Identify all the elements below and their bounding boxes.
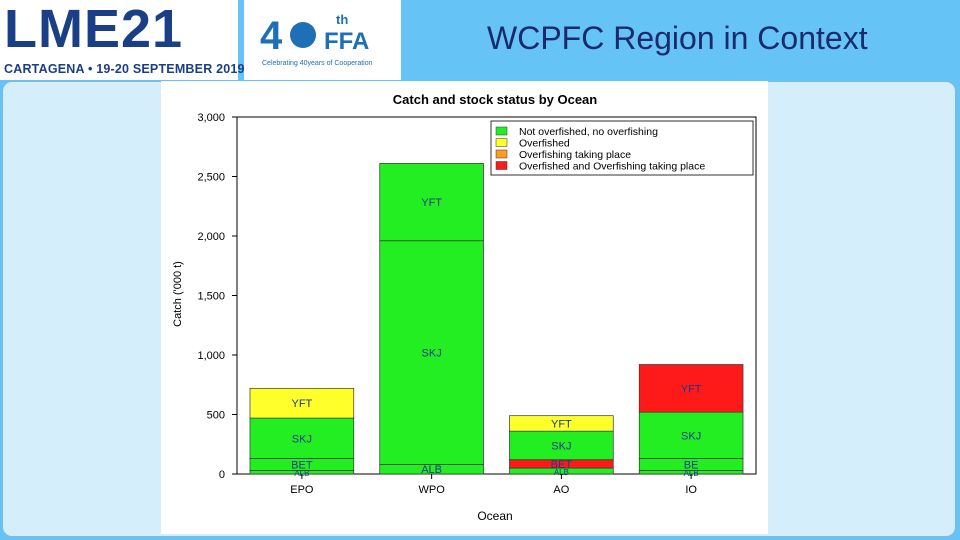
chart-title: Catch and stock status by Ocean	[393, 92, 598, 107]
stacked-bar-chart: Catch and stock status by Ocean Ocean Ca…	[172, 92, 757, 523]
x-tick-label: IO	[685, 484, 697, 496]
x-tick-label: AO	[553, 484, 569, 496]
y-tick-label: 1,500	[197, 291, 225, 303]
bar-segment-label: SKJ	[422, 348, 442, 360]
bar-segment-label: BE	[684, 459, 699, 471]
bar-segment-label: YFT	[681, 383, 702, 395]
legend-box	[490, 120, 754, 176]
ffa-logo-th: th	[336, 12, 349, 27]
bar-segment	[509, 415, 614, 432]
bar-segment-label: SKJ	[292, 433, 312, 445]
bar-segment-label: ALB	[684, 469, 699, 478]
legend-swatch	[495, 138, 508, 147]
bar-segment	[249, 417, 355, 459]
y-tick-label: 0	[219, 469, 225, 481]
lme21-logo: LME21 CARTAGENA • 19-20 SEPTEMBER 2019	[0, 0, 245, 80]
legend-swatch	[495, 149, 508, 159]
bar-segment-label: YFT	[291, 398, 312, 410]
bar-segment-label: ALB	[554, 468, 569, 477]
ffa-logo-forty: 4	[260, 14, 283, 58]
bar-segment-label: ALB	[294, 469, 309, 478]
bar-segment	[379, 163, 484, 242]
globe-icon	[290, 22, 316, 48]
ffa-logo-tagline: Celebrating 40years of Cooperation	[262, 60, 373, 67]
legend-label: Overfishing taking place	[519, 149, 631, 161]
chart-x-axis-label: Ocean	[477, 509, 512, 523]
bar-segment-label: YFT	[551, 418, 572, 430]
y-tick-label: 3,000	[197, 112, 225, 124]
bar-segment-label: YFT	[421, 197, 442, 209]
bar-segment	[249, 387, 355, 419]
y-tick-label: 1,000	[197, 350, 225, 362]
legend-label: Overfished and Overfishing taking place	[519, 161, 705, 173]
ffa-logo: 4 th FFA Celebrating 40years of Cooperat…	[244, 0, 401, 80]
bar-segment-label: BET	[291, 459, 313, 471]
x-tick-label: EPO	[290, 484, 314, 496]
bar-segment-label: SKJ	[681, 430, 701, 442]
bar-segment	[379, 240, 484, 465]
y-tick-label: 500	[207, 410, 225, 422]
x-tick-label: WPO	[418, 484, 445, 496]
bar-segment	[638, 364, 744, 413]
legend-label: Overfished	[519, 138, 570, 150]
y-tick-label: 2,000	[197, 231, 225, 243]
legend-swatch	[495, 161, 508, 170]
legend-swatch	[495, 126, 508, 136]
ffa-logo-word: FFA	[324, 28, 370, 55]
lme21-logo-text: LME21	[4, 0, 184, 59]
bar-segment	[509, 430, 614, 461]
chart-y-axis-label: Catch ('000 t)	[172, 261, 184, 327]
bar-segment-label: SKJ	[551, 440, 571, 452]
chart-container: Catch and stock status by Ocean Ocean Ca…	[161, 81, 768, 534]
page-title: WCPFC Region in Context	[487, 20, 868, 56]
lme21-logo-subtitle: CARTAGENA • 19-20 SEPTEMBER 2019	[4, 62, 245, 76]
legend-label: Not overfished, no overfishing	[519, 126, 658, 138]
y-tick-label: 2,500	[197, 172, 225, 184]
bar-segment-label: ALB	[421, 464, 442, 476]
bar-segment	[638, 411, 744, 459]
bar-segment-label: BET	[551, 459, 573, 471]
